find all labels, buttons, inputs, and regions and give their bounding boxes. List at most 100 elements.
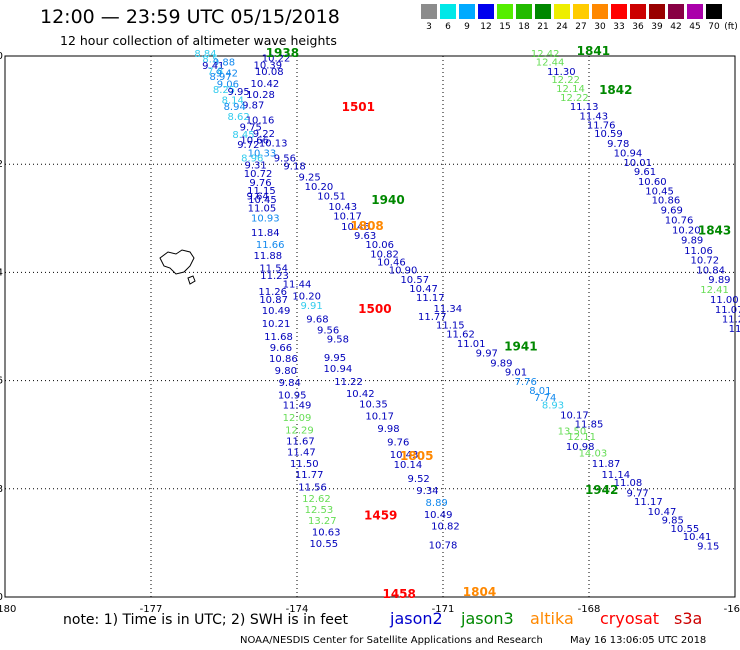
wave-height-value: 9.06 bbox=[217, 79, 239, 90]
wave-height-value: 12.11 bbox=[567, 432, 596, 443]
wave-height-value: 8.25 bbox=[213, 85, 235, 96]
wave-height-value: 11.00 bbox=[710, 295, 739, 306]
wave-height-value: 11.88 bbox=[253, 251, 282, 262]
wave-height-value: 8.01 bbox=[529, 386, 551, 397]
chart-subtitle: 12 hour collection of altimeter wave hei… bbox=[60, 33, 337, 48]
legend-label: 24 bbox=[556, 22, 568, 32]
wave-height-value: 10.21 bbox=[262, 319, 291, 330]
island-small-shape bbox=[187, 275, 196, 285]
wave-height-value: 11.68 bbox=[264, 332, 293, 343]
footer-source: NOAA/NESDIS Center for Satellite Applica… bbox=[240, 635, 543, 646]
legend-swatch bbox=[649, 4, 665, 19]
wave-height-value: 9.41 bbox=[202, 61, 224, 72]
wave-height-value: 10.01 bbox=[623, 158, 652, 169]
legend-sat-jason3: jason3 bbox=[461, 609, 514, 628]
wave-height-value: 10.84 bbox=[696, 265, 725, 276]
legend-swatch bbox=[611, 4, 627, 19]
wave-height-value: 9.76 bbox=[249, 178, 271, 189]
wave-height-value: 9.22 bbox=[253, 129, 275, 140]
time-label: 1459 bbox=[364, 509, 397, 523]
wave-height-value: 11.62 bbox=[446, 329, 475, 340]
y-tick-label: -40 bbox=[0, 51, 3, 62]
wave-height-value: 11.30 bbox=[547, 67, 576, 78]
wave-height-value: 9.68 bbox=[306, 315, 328, 326]
wave-height-value: 10.28 bbox=[246, 90, 275, 101]
wave-height-value: 12.09 bbox=[283, 413, 312, 424]
y-tick-label: -48 bbox=[0, 484, 3, 495]
wave-height-value: 10.86 bbox=[652, 196, 681, 207]
legend-swatch bbox=[554, 4, 570, 19]
wave-height-value: 10.08 bbox=[255, 67, 284, 78]
wave-height-value: 9.89 bbox=[490, 359, 512, 370]
wave-height-value: 9.58 bbox=[327, 335, 349, 346]
wave-height-value: 11.56 bbox=[298, 482, 327, 493]
wave-height-value: 11.76 bbox=[587, 120, 616, 131]
legend-label: 39 bbox=[651, 22, 663, 32]
legend-label: 18 bbox=[518, 22, 530, 32]
legend-label: 30 bbox=[594, 22, 606, 32]
wave-height-value: 11.06 bbox=[684, 246, 713, 257]
wave-height-value: 8.93 bbox=[542, 401, 564, 412]
wave-height-value: 10.55 bbox=[309, 539, 338, 550]
wave-height-value: 11.15 bbox=[247, 186, 276, 197]
wave-height-value: 9.84 bbox=[279, 378, 301, 389]
note-text: note: 1) Time is in UTC; 2) SWH is in fe… bbox=[63, 612, 349, 628]
wave-height-value: 11.85 bbox=[575, 420, 604, 431]
plot-frame bbox=[4, 55, 736, 598]
legend-sat-jason2: jason2 bbox=[390, 609, 443, 628]
legend-unit: (ft) bbox=[724, 22, 738, 32]
wave-height-value: 10.41 bbox=[683, 532, 712, 543]
wave-height-value: 11.17 bbox=[416, 293, 445, 304]
legend-swatch bbox=[497, 4, 513, 19]
wave-height-value: 11.77 bbox=[418, 312, 447, 323]
footer-date: May 16 13:06:05 UTC 2018 bbox=[570, 635, 707, 646]
wave-height-value: 9.69 bbox=[661, 205, 683, 216]
wave-height-value: 10.17 bbox=[333, 211, 362, 222]
wave-height-value: 11.66 bbox=[256, 240, 285, 251]
wave-height-value: 10.78 bbox=[429, 540, 458, 551]
time-label: 1805 bbox=[400, 449, 433, 463]
wave-height-value: 10.66 bbox=[240, 136, 269, 147]
time-label: 1808 bbox=[350, 219, 383, 233]
wave-height-value: 11.47 bbox=[287, 447, 316, 458]
y-tick-label: -46 bbox=[0, 376, 3, 387]
wave-height-value: 10.76 bbox=[665, 216, 694, 227]
wave-height-value: 10.39 bbox=[253, 60, 282, 71]
wave-height-value: 11.17 bbox=[634, 497, 663, 508]
island-shape bbox=[159, 249, 195, 275]
legend-swatch bbox=[706, 4, 722, 19]
wave-height-value: 9.98 bbox=[377, 424, 399, 435]
legend-sat-altika: altika bbox=[530, 609, 574, 628]
wave-height-value: 10.16 bbox=[246, 116, 275, 127]
time-label: 1941 bbox=[504, 339, 537, 353]
x-tick-label: -177 bbox=[140, 604, 163, 615]
wave-height-value: 9.78 bbox=[607, 139, 629, 150]
wave-height-value: 12.53 bbox=[305, 505, 334, 516]
time-label: 1843 bbox=[698, 224, 731, 238]
wave-height-value: 9.85 bbox=[662, 515, 684, 526]
y-tick-label: -42 bbox=[0, 159, 3, 170]
wave-height-value: 11.15 bbox=[436, 321, 465, 332]
wave-height-value: 13.27 bbox=[308, 516, 337, 527]
wave-height-value: 10.06 bbox=[365, 240, 394, 251]
wave-height-value: 11.07 bbox=[715, 305, 740, 316]
wave-height-value: 9.31 bbox=[245, 161, 267, 172]
wave-height-value: 11.22 bbox=[334, 377, 363, 388]
x-tick-label: -174 bbox=[286, 604, 309, 615]
wave-height-value: 9.95 bbox=[324, 353, 346, 364]
wave-height-value: 10.33 bbox=[248, 149, 277, 160]
wave-height-value: 9.80 bbox=[275, 366, 297, 377]
wave-height-value: 10.82 bbox=[370, 249, 399, 260]
wave-height-value: 12.42 bbox=[531, 49, 560, 60]
wave-height-value: 8.45 bbox=[232, 130, 254, 141]
wave-height-value: 11.23 bbox=[260, 271, 289, 282]
wave-height-value: 9.63 bbox=[354, 231, 376, 242]
legend-label: 6 bbox=[445, 22, 451, 32]
legend-label: 9 bbox=[464, 22, 470, 32]
legend-label: 36 bbox=[632, 22, 644, 32]
time-label: 1500 bbox=[358, 302, 391, 316]
wave-height-value: 12.22 bbox=[551, 75, 580, 86]
wave-height-value: 11.43 bbox=[580, 111, 609, 122]
wave-height-value: 10.49 bbox=[262, 306, 291, 317]
wave-height-value: 10.14 bbox=[394, 460, 423, 471]
